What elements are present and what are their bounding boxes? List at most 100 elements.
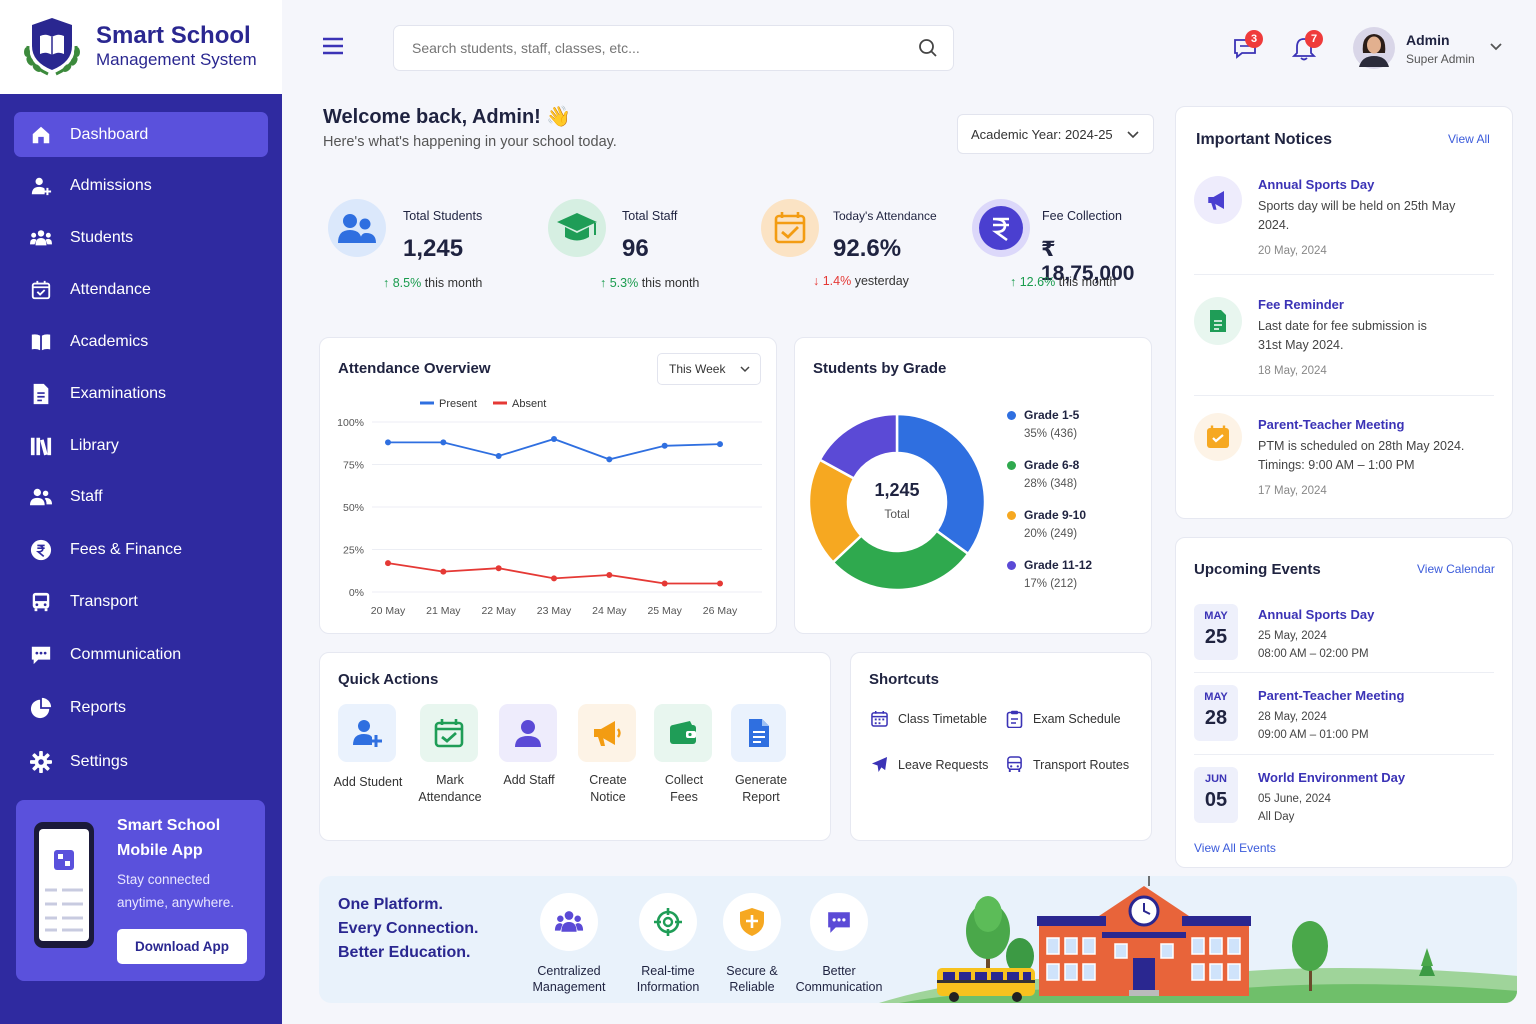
sidebar-item-staff[interactable]: Staff bbox=[14, 474, 268, 519]
x-tick-label: 23 May bbox=[537, 605, 572, 617]
quick-action-generate-report[interactable]: Generate Report bbox=[731, 704, 791, 804]
shortcut-exam-schedule[interactable]: Exam Schedule bbox=[1006, 710, 1121, 728]
feature-label: Secure & bbox=[726, 964, 778, 978]
quick-action-add-staff[interactable]: Add Staff bbox=[499, 704, 559, 787]
stat-change: ↑ 8.5% this month bbox=[383, 276, 483, 290]
stat-card-total-students[interactable]: Total Students 1,245 ↑ 8.5% this month bbox=[319, 181, 519, 312]
event-date: 28 May, 2024 bbox=[1258, 711, 1327, 723]
sidebar-item-label: Settings bbox=[70, 752, 128, 770]
stat-card-total-staff[interactable]: Total Staff 96 ↑ 5.3% this month bbox=[536, 181, 734, 312]
stat-card-todays-attendance[interactable]: Today's Attendance 92.6% ↓ 1.4% yesterda… bbox=[750, 181, 945, 312]
bus-icon bbox=[28, 589, 54, 615]
rupee-icon bbox=[972, 199, 1030, 257]
user-role: Super Admin bbox=[1406, 52, 1475, 66]
event-title[interactable]: Annual Sports Day bbox=[1258, 607, 1375, 622]
stat-card-fee-collection[interactable]: Fee Collection ₹ 18,75,000 ↑ 12.6% this … bbox=[962, 181, 1153, 312]
sidebar-item-reports[interactable]: Reports bbox=[14, 685, 268, 730]
sidebar-item-dashboard[interactable]: Dashboard bbox=[14, 112, 268, 157]
sidebar-item-settings[interactable]: Settings bbox=[14, 739, 268, 784]
range-select[interactable]: This Week bbox=[657, 353, 761, 385]
card-title: Students by Grade bbox=[813, 360, 947, 377]
avatar[interactable] bbox=[1353, 27, 1395, 69]
sidebar-item-label: Dashboard bbox=[70, 125, 149, 143]
notice-title[interactable]: Parent-Teacher Meeting bbox=[1258, 417, 1405, 432]
academic-year-select[interactable]: Academic Year: 2024-25 bbox=[957, 114, 1154, 154]
pie-chart-icon bbox=[28, 695, 54, 721]
quick-action-collect-fees[interactable]: Collect Fees bbox=[654, 704, 714, 804]
sidebar-item-attendance[interactable]: Attendance bbox=[14, 267, 268, 312]
sidebar-item-transport[interactable]: Transport bbox=[14, 579, 268, 624]
legend-label: Grade 11-12 bbox=[1024, 558, 1093, 572]
chevron-down-icon bbox=[1127, 130, 1139, 139]
school-building-illustration bbox=[879, 876, 1517, 1003]
quick-action-label: Collect bbox=[664, 773, 704, 787]
view-all-notices-link[interactable]: View All bbox=[1448, 132, 1490, 146]
legend-dot bbox=[1007, 411, 1016, 420]
quick-action-label: Mark bbox=[436, 773, 464, 787]
sidebar-item-examinations[interactable]: Examinations bbox=[14, 371, 268, 416]
sidebar-item-communication[interactable]: Communication bbox=[14, 632, 268, 677]
grade-donut-chart bbox=[807, 412, 987, 592]
card-title: Quick Actions bbox=[338, 671, 439, 688]
quick-action-create-notice[interactable]: Create Notice bbox=[578, 704, 638, 804]
shortcut-label: Transport Routes bbox=[1033, 757, 1130, 772]
event-title[interactable]: Parent-Teacher Meeting bbox=[1258, 688, 1405, 703]
data-point bbox=[385, 439, 391, 446]
chevron-down-icon bbox=[740, 366, 750, 373]
sidebar-item-students[interactable]: Students bbox=[14, 215, 268, 260]
stat-change: ↑ 12.6% this month bbox=[1010, 275, 1117, 289]
bus-icon bbox=[1006, 756, 1033, 773]
shortcut-class-timetable[interactable]: Class Timetable bbox=[871, 710, 987, 727]
legend-label: Present bbox=[439, 398, 477, 410]
app-card-desc2: anytime, anywhere. bbox=[117, 895, 235, 910]
y-tick-label: 25% bbox=[343, 545, 364, 557]
sidebar-item-library[interactable]: Library bbox=[14, 423, 268, 468]
stat-value: 1,245 bbox=[403, 235, 464, 262]
event-title[interactable]: World Environment Day bbox=[1258, 770, 1406, 785]
notice-title[interactable]: Fee Reminder bbox=[1258, 297, 1344, 312]
home-icon bbox=[28, 122, 54, 148]
y-tick-label: 75% bbox=[343, 460, 364, 472]
donut-slice bbox=[895, 412, 987, 556]
document-icon bbox=[1194, 297, 1242, 345]
shortcuts-card: Shortcuts bbox=[850, 652, 1152, 841]
shortcut-label: Exam Schedule bbox=[1033, 712, 1121, 726]
event-time: 09:00 AM – 01:00 PM bbox=[1258, 729, 1369, 741]
view-all-events-link[interactable]: View All Events bbox=[1194, 841, 1276, 855]
search-icon[interactable] bbox=[918, 38, 938, 58]
view-calendar-link[interactable]: View Calendar bbox=[1417, 562, 1495, 576]
divider bbox=[1194, 274, 1494, 275]
messages-badge: 3 bbox=[1245, 30, 1263, 48]
chevron-down-icon[interactable] bbox=[1489, 42, 1503, 52]
quick-action-mark-attendance[interactable]: Mark Attendance bbox=[418, 704, 482, 804]
feature-real-time-information: Real-time Information bbox=[613, 893, 723, 995]
legend-value: 20% (249) bbox=[1024, 528, 1078, 540]
sidebar-item-fees-finance[interactable]: Fees & Finance bbox=[14, 527, 268, 572]
card-title: Important Notices bbox=[1196, 131, 1333, 148]
shortcut-leave-requests[interactable]: Leave Requests bbox=[871, 756, 988, 773]
download-app-button[interactable]: Download App bbox=[117, 929, 247, 964]
notice-title[interactable]: Annual Sports Day bbox=[1258, 177, 1375, 192]
sidebar-item-admissions[interactable]: Admissions bbox=[14, 163, 268, 208]
shortcut-label: Leave Requests bbox=[898, 757, 989, 772]
calendar-check-icon bbox=[420, 704, 478, 762]
feature-label: Better bbox=[822, 964, 856, 978]
chat-icon bbox=[810, 893, 868, 951]
document-icon bbox=[28, 381, 54, 407]
card-title: Upcoming Events bbox=[1194, 561, 1321, 578]
search-input[interactable] bbox=[393, 25, 954, 71]
brand-title: Smart School bbox=[96, 22, 251, 49]
sidebar-item-label: Reports bbox=[70, 698, 127, 716]
quick-action-add-student[interactable]: Add Student bbox=[334, 704, 402, 789]
stat-value: ₹ 18,75,000 bbox=[1041, 238, 1135, 285]
shortcut-transport-routes[interactable]: Transport Routes bbox=[1006, 756, 1129, 773]
arrow-up-icon: ↑ bbox=[383, 276, 393, 290]
sidebar-item-academics[interactable]: Academics bbox=[14, 319, 268, 364]
y-tick-label: 50% bbox=[343, 502, 364, 514]
data-point bbox=[551, 436, 557, 442]
arrow-up-icon: ↑ bbox=[1010, 275, 1020, 289]
brand[interactable]: Smart School Management System bbox=[0, 0, 282, 94]
students-icon bbox=[328, 199, 386, 257]
stat-value: 96 bbox=[622, 235, 649, 262]
hamburger-menu-icon[interactable] bbox=[322, 36, 344, 56]
